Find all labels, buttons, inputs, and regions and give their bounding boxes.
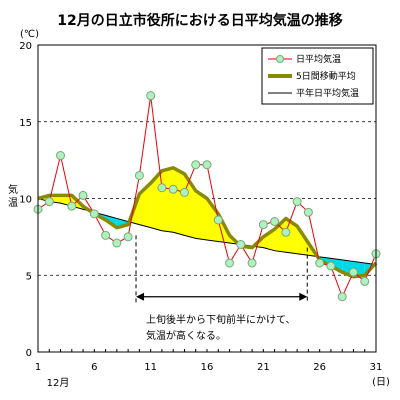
x-tick-label: 21 <box>257 362 270 373</box>
daily-point <box>202 160 212 170</box>
daily-point <box>303 207 313 217</box>
y-tick-labels: 0 5 10 15 20 <box>19 41 32 359</box>
warm-area <box>173 167 185 236</box>
annotation-arrowhead-left <box>136 292 145 301</box>
warm-area <box>161 167 174 233</box>
legend-normal-label: 平年日平均気温 <box>296 87 359 99</box>
y-tick-label: 20 <box>19 41 32 52</box>
daily-point <box>281 227 291 237</box>
daily-point <box>134 170 144 180</box>
annotation-text-line1: 上旬後半から下旬前半にかけて、 <box>146 313 296 326</box>
y-axis-label: 気温 <box>8 183 18 209</box>
daily-point <box>225 258 235 268</box>
legend-moving-label: 5日間移動平均 <box>296 70 356 82</box>
x-tick-label: 6 <box>91 362 97 373</box>
daily-point <box>315 258 325 268</box>
chart-title: 12月の日立市役所における日平均気温の推移 <box>57 12 342 29</box>
daily-point <box>179 187 189 197</box>
y-tick-label: 0 <box>26 348 32 359</box>
legend-daily-marker <box>276 55 284 63</box>
x-month-label: 12月 <box>47 377 70 389</box>
x-tick-label: 26 <box>313 362 326 373</box>
annotation: 上旬後半から下旬前半にかけて、 気温が高くなる。 <box>135 235 308 342</box>
warm-area <box>195 190 207 240</box>
daily-point <box>337 292 347 302</box>
daily-point <box>112 238 122 248</box>
daily-point <box>236 240 246 250</box>
x-tick-label: 16 <box>201 362 214 373</box>
x-tick-label: 31 <box>370 362 383 373</box>
daily-point <box>157 183 167 193</box>
daily-point <box>213 215 223 225</box>
daily-point <box>258 220 268 230</box>
deviation-fill <box>38 167 376 277</box>
daily-point <box>270 217 280 227</box>
y-tick-label: 15 <box>19 118 32 129</box>
daily-point <box>56 151 66 161</box>
warm-area <box>139 183 151 228</box>
daily-point <box>44 197 54 207</box>
daily-point <box>247 258 257 268</box>
daily-point <box>191 160 201 170</box>
y-tick-label: 10 <box>19 195 32 206</box>
y-unit-label: (℃) <box>20 29 39 40</box>
daily-point <box>78 190 88 200</box>
plot-frame <box>37 44 377 353</box>
x-tick-labels: 1 6 11 16 21 26 31 <box>35 362 383 373</box>
legend-daily-label: 日平均気温 <box>296 53 341 65</box>
annotation-text-line2: 気温が高くなる。 <box>146 329 226 342</box>
y-tick-label: 5 <box>26 271 32 282</box>
annotation-arrowhead-right <box>299 292 308 301</box>
x-unit-label: (日) <box>372 377 390 388</box>
daily-point <box>146 91 156 101</box>
y-axis-label-char: 気 <box>8 183 18 196</box>
legend: 日平均気温 5日間移動平均 平年日平均気温 <box>261 47 374 105</box>
y-axis-label-char: 温 <box>8 197 18 209</box>
daily-line <box>37 95 377 299</box>
x-tick-label: 11 <box>144 362 157 373</box>
legend-item-daily: 日平均気温 <box>268 53 341 65</box>
daily-point <box>292 197 302 207</box>
legend-item-normal: 平年日平均気温 <box>268 87 359 99</box>
daily-point <box>101 230 111 240</box>
daily-point <box>67 201 77 211</box>
daily-point <box>360 276 370 286</box>
daily-point <box>168 184 178 194</box>
x-tick-label: 1 <box>35 362 41 373</box>
daily-point <box>348 267 358 277</box>
legend-item-moving: 5日間移動平均 <box>268 70 356 82</box>
warm-area <box>263 229 275 251</box>
warm-area <box>207 198 219 242</box>
daily-point <box>123 232 133 242</box>
daily-point <box>326 261 336 271</box>
daily-temperature-series <box>33 91 381 302</box>
warm-area <box>285 218 298 254</box>
daily-point <box>89 209 99 219</box>
